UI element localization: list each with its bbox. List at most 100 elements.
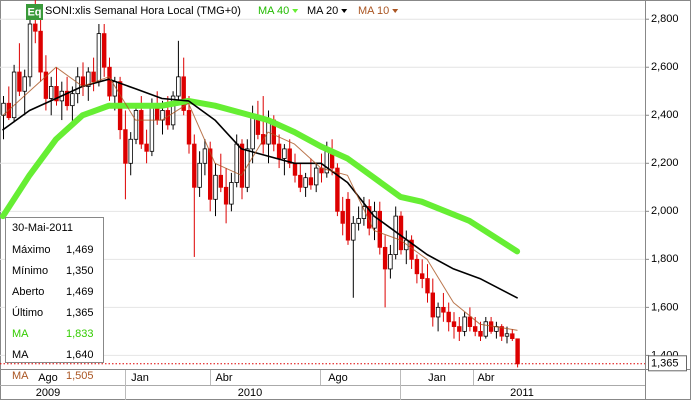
info-label: Máximo (12, 244, 51, 256)
candle-body (483, 321, 488, 337)
candle-body (38, 30, 43, 73)
candle-body (372, 210, 377, 229)
x-month-label: Ago (328, 372, 348, 384)
y-tick-label: 2,800 (651, 13, 679, 25)
plot (0, 0, 645, 368)
x-year-label: 2010 (238, 387, 262, 399)
candle-body (472, 326, 478, 332)
x-month-label: Ago (38, 372, 58, 384)
y-tick-label: 2,400 (651, 109, 679, 121)
candle-body (388, 254, 393, 270)
info-label: Mínimo (12, 265, 48, 277)
info-label: Aberto (12, 286, 44, 298)
candle-body (22, 76, 27, 92)
candle-body (430, 292, 435, 318)
candle-body (170, 95, 176, 126)
legend: MA 40 MA 20 MA 10 (258, 5, 399, 17)
legend-dropdown (341, 9, 348, 13)
candle-body (510, 333, 515, 339)
info-box (5, 217, 104, 363)
candle-body (54, 86, 59, 102)
period-separators (125, 370, 474, 400)
x-month-label: Jan (428, 372, 446, 384)
x-month-label: Jan (131, 372, 149, 384)
candle-body (340, 210, 345, 224)
candle-body (123, 129, 128, 164)
x-year-label: 2009 (36, 387, 60, 399)
candle-body (27, 23, 33, 78)
candle-body (250, 114, 255, 150)
candle-body (186, 110, 192, 145)
candle-body (202, 148, 208, 164)
icon-box[interactable] (26, 4, 43, 20)
candle-body (467, 316, 473, 327)
candle-body (176, 76, 181, 97)
candle-body (282, 148, 287, 159)
candle-body (425, 278, 430, 294)
x-month-label: Abr (477, 372, 494, 384)
candle-body (414, 258, 420, 275)
candle-body (234, 143, 239, 183)
info-value: 1,640 (66, 349, 94, 361)
candle-body (197, 162, 202, 188)
candle-body (446, 311, 451, 323)
icon: Eq (27, 6, 41, 18)
candle-body (451, 321, 457, 327)
candle-body (181, 76, 186, 111)
candle-body (356, 218, 361, 224)
info-value: 1,505 (66, 370, 94, 382)
candle-body (149, 105, 155, 152)
info-date: 30-Mai-2011 (12, 222, 73, 234)
candle-body (382, 246, 388, 270)
candle-body (351, 222, 356, 241)
ma-line (0, 97, 521, 255)
candle-body (393, 215, 398, 255)
y-tick-label: 1,800 (651, 253, 679, 265)
candle-body (499, 326, 504, 337)
candle-body (345, 198, 351, 241)
info-value: 1,469 (66, 286, 94, 298)
info-value: 1,365 (66, 307, 94, 319)
y-tick-label: 2,600 (651, 61, 679, 73)
candle-body (218, 174, 223, 188)
info-label: MA (12, 328, 29, 340)
candle-body (504, 333, 510, 337)
candle-body (64, 90, 70, 107)
candle-body (229, 182, 234, 205)
candle-body (144, 143, 149, 152)
y-tick-label: 2,000 (651, 205, 679, 217)
candle-body (102, 33, 107, 68)
candle-body (419, 273, 425, 279)
candle-body (313, 167, 319, 186)
candle-body (223, 186, 229, 205)
candle-body (478, 330, 483, 337)
candle-body (207, 148, 213, 200)
legend-dropdown (292, 9, 299, 13)
legend-label: MA 40 (258, 5, 289, 17)
candle-body (457, 326, 462, 332)
candle-body (139, 110, 144, 145)
candle-body (435, 306, 441, 318)
candle-body (276, 143, 282, 159)
info-label: Último (12, 306, 43, 319)
last-price-tag (648, 355, 687, 372)
candle-body (213, 174, 218, 200)
info-value: 1,350 (66, 265, 94, 277)
candle-body (128, 138, 133, 164)
legend-label: MA 20 (307, 5, 338, 17)
candle-body (239, 143, 245, 188)
candle-body (303, 177, 308, 188)
legend-dropdown (392, 9, 399, 13)
info-label: MA (12, 349, 29, 361)
axes: 2,8002,6002,4002,2002,0001,8001,6001,400… (36, 13, 687, 399)
ma-line (2, 66, 518, 331)
y-tick-label: 1,600 (651, 301, 679, 313)
x-year-label: 2011 (510, 387, 534, 399)
candle-body (192, 143, 197, 188)
info-value: 1,469 (66, 244, 94, 256)
candle-body (462, 316, 467, 332)
candle-body (17, 71, 22, 92)
candle-body (133, 110, 139, 140)
y-tick-label: 2,200 (651, 157, 679, 169)
